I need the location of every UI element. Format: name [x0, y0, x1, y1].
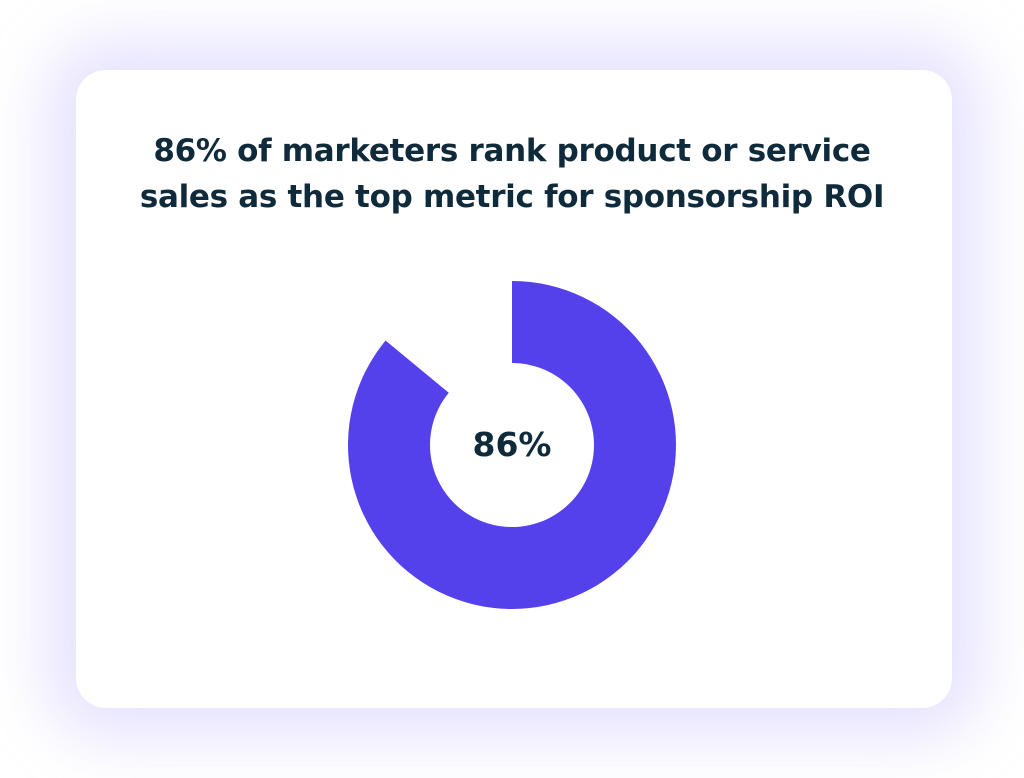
chart-title-line-2: sales as the top metric for sponsorship …: [139, 179, 885, 215]
chart-title-line-1: 86% of marketers rank product or service: [153, 133, 871, 169]
donut-center-label: 86%: [472, 425, 552, 464]
donut-slice-filled: [347, 281, 676, 609]
chart-title: 86% of marketers rank product or service…: [0, 128, 1024, 220]
donut-slice-remaining: [385, 281, 512, 393]
